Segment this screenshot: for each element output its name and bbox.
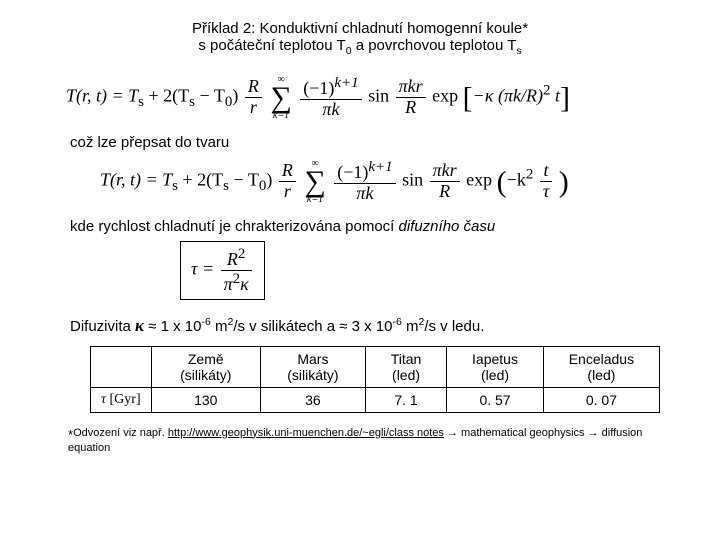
eq1-exp: exp xyxy=(432,86,463,106)
eq1-f3d: R xyxy=(405,97,416,117)
fn-prefix: Odvození viz např. xyxy=(73,427,168,439)
box-tau: τ = xyxy=(191,258,219,278)
eq1-sin: sin xyxy=(368,86,394,106)
dl-kappa: κ xyxy=(135,316,144,335)
dl-e: m xyxy=(402,318,419,335)
th-2: Mars (silikáty) xyxy=(260,346,365,387)
eq1-sumbot: k=1 xyxy=(273,110,289,121)
eq1-lhs: T(r, t) = T xyxy=(66,86,138,106)
eq2-sq: 2 xyxy=(526,167,534,183)
eq2-f4n: t xyxy=(544,160,549,180)
th-1: Země (silikáty) xyxy=(151,346,260,387)
td-2: 7. 1 xyxy=(365,387,446,412)
title-star: * xyxy=(522,20,528,37)
eq2-lpar: ( xyxy=(497,166,507,199)
title-text-2b: a povrchovou teplotou T xyxy=(352,37,517,54)
eq2-plus: + 2(T xyxy=(178,170,223,190)
eq2-frac3: πkrR xyxy=(430,161,460,202)
eq2-exp: exp xyxy=(466,170,497,190)
fn-link[interactable]: http://www.geophysik.uni-muenchen.de/~eg… xyxy=(168,427,444,439)
eq1-negk: −κ (πk/R) xyxy=(473,86,543,106)
eq2-close: ) xyxy=(266,170,277,190)
eq1-lbr: [ xyxy=(463,82,473,115)
diffusivity-line: Difuzivita κ ≈ 1 x 10-6 m2/s v silikátec… xyxy=(70,316,660,336)
eq2-f2n: (−1) xyxy=(337,162,368,182)
eq2-minus: − T xyxy=(229,170,259,190)
eq1-frac2: (−1)k+1 πk xyxy=(300,75,361,120)
table-header-row: Země (silikáty) Mars (silikáty) Titan (l… xyxy=(91,346,660,387)
dl-b: ≈ 1 x 10 xyxy=(144,318,201,335)
boxed-eq: τ = R2 π2κ xyxy=(180,241,265,300)
table-row: τ [Gyr] 130 36 7. 1 0. 57 0. 07 xyxy=(91,387,660,412)
dl-exp1: -6 xyxy=(201,316,210,328)
th-0 xyxy=(91,346,152,387)
slide-content: Příklad 2: Konduktivní chladnutí homogen… xyxy=(0,0,720,464)
td-0: 130 xyxy=(151,387,260,412)
eq2-sumbot: k=1 xyxy=(307,194,323,205)
title-text-1a: Příklad 2: Konduktivní chladnutí homogen… xyxy=(192,20,522,37)
eq2-negk2: −k xyxy=(507,170,526,190)
td-unit: [Gyr] xyxy=(106,392,141,407)
title-line-2: s počáteční teplotou T0 a povrchovou tep… xyxy=(100,37,620,57)
text-2: kde rychlost chladnutí je chrakterizován… xyxy=(70,218,660,235)
equation-2: T(r, t) = Ts + 2(Ts − T0) Rr ∞∑k=1 (−1)k… xyxy=(100,159,660,204)
title-text-2a: s počáteční teplotou T xyxy=(198,37,345,54)
box-fn-a: R xyxy=(227,249,238,269)
text2i: difuzního času xyxy=(399,218,496,235)
eq1-minus: − T xyxy=(195,86,225,106)
eq1-f2nsup: k+1 xyxy=(334,75,358,91)
eq2-frac4: tτ xyxy=(540,161,552,202)
eq1-plus: + 2(T xyxy=(144,86,189,106)
th-4: Iapetus (led) xyxy=(447,346,544,387)
title-line-1: Příklad 2: Konduktivní chladnutí homogen… xyxy=(100,20,620,37)
eq2-f1d: r xyxy=(284,181,291,201)
eq1-t: t xyxy=(550,86,560,106)
eq1-f2n: (−1) xyxy=(303,78,334,98)
eq2-frac2: (−1)k+1 πk xyxy=(334,159,395,204)
dl-f: /s v ledu. xyxy=(424,318,484,335)
eq2-f2d: πk xyxy=(356,183,373,203)
th-5: Enceladus (led) xyxy=(543,346,659,387)
dl-d: /s v silikátech a ≈ 3 x 10 xyxy=(233,318,392,335)
eq1-rbr: ] xyxy=(560,82,570,115)
eq2-f2nsup: k+1 xyxy=(368,159,392,175)
eq2-lhs: T(r, t) = T xyxy=(100,170,172,190)
eq2-sin: sin xyxy=(402,170,428,190)
eq2-f4d: τ xyxy=(543,181,549,201)
box-fd-b: κ xyxy=(240,274,249,294)
tau-table: Země (silikáty) Mars (silikáty) Titan (l… xyxy=(90,346,660,413)
eq1-close: ) xyxy=(232,86,243,106)
eq1-frac1: Rr xyxy=(245,77,262,118)
eq2-frac1: Rr xyxy=(279,161,296,202)
dl-exp2: -6 xyxy=(392,316,401,328)
box-frac: R2 π2κ xyxy=(221,246,252,295)
eq2-rpar: ) xyxy=(559,166,569,199)
dl-c: m xyxy=(211,318,228,335)
td-label: τ [Gyr] xyxy=(91,387,152,412)
dl-a: Difuzivita xyxy=(70,318,135,335)
td-3: 0. 57 xyxy=(447,387,544,412)
text-1: což lze přepsat do tvaru xyxy=(70,134,660,151)
box-fn-sup: 2 xyxy=(238,246,246,262)
title-block: Příklad 2: Konduktivní chladnutí homogen… xyxy=(100,20,620,57)
eq1-f2d: πk xyxy=(322,99,339,119)
eq1-f1d: r xyxy=(250,97,257,117)
box-fd-a: π xyxy=(224,274,233,294)
box-fd-sup: 2 xyxy=(233,271,241,287)
td-4: 0. 07 xyxy=(543,387,659,412)
th-3: Titan (led) xyxy=(365,346,446,387)
eq1-sum: ∞∑k=1 xyxy=(270,75,291,120)
eq2-sum: ∞∑k=1 xyxy=(304,159,325,204)
eq2-f3d: R xyxy=(439,181,450,201)
equation-1: T(r, t) = Ts + 2(Ts − T0) Rr ∞∑k=1 (−1)k… xyxy=(66,75,660,120)
td-1: 36 xyxy=(260,387,365,412)
eq1-f3n: πkr xyxy=(399,76,423,96)
text2a: kde rychlost chladnutí je chrakterizován… xyxy=(70,218,399,235)
footnote: *Odvození viz např. http://www.geophysik… xyxy=(68,427,660,454)
eq1-f1n: R xyxy=(248,76,259,96)
eq1-frac3: πkrR xyxy=(396,77,426,118)
eq2-f1n: R xyxy=(282,160,293,180)
title-subs: s xyxy=(516,45,521,57)
eq2-f3n: πkr xyxy=(433,160,457,180)
